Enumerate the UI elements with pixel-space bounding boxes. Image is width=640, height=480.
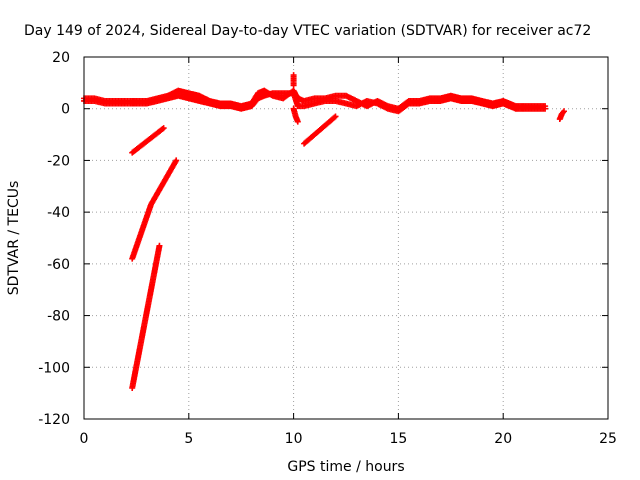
x-tick-label: 10 [285, 431, 303, 447]
y-tick-label: 20 [52, 50, 70, 66]
data-point [560, 108, 567, 115]
data-point [332, 113, 339, 120]
x-tick-label: 20 [494, 431, 512, 447]
y-tick-label: -60 [47, 257, 70, 273]
y-tick-label: -40 [47, 205, 70, 221]
data-points [81, 72, 567, 391]
data-point [290, 72, 297, 79]
data-point [160, 125, 167, 132]
x-axis-title: GPS time / hours [287, 459, 404, 475]
y-tick-label: -80 [47, 309, 70, 325]
chart-title: Day 149 of 2024, Sidereal Day-to-day VTE… [24, 23, 591, 39]
y-tick-label: -120 [38, 412, 70, 428]
data-point [173, 157, 180, 164]
data-point [159, 126, 166, 133]
y-tick-label: 0 [61, 102, 70, 118]
y-tick-label: -20 [47, 153, 70, 169]
y-tick-label: -100 [38, 360, 70, 376]
data-point [542, 103, 549, 110]
data-point [294, 118, 301, 125]
x-tick-label: 25 [599, 431, 617, 447]
y-tick-labels: -120 -100 -80 -60 -40 -20 0 20 [38, 50, 70, 428]
x-tick-label: 5 [184, 431, 193, 447]
data-point [331, 114, 338, 121]
x-tick-label: 15 [389, 431, 407, 447]
axis-ticks [83, 56, 609, 420]
y-axis-title: SDTVAR / TECUs [6, 181, 22, 296]
plot-frame [83, 56, 609, 420]
x-tick-label: 0 [80, 431, 89, 447]
data-point [156, 242, 163, 249]
x-tick-labels: 0 5 10 15 20 25 [80, 431, 617, 447]
